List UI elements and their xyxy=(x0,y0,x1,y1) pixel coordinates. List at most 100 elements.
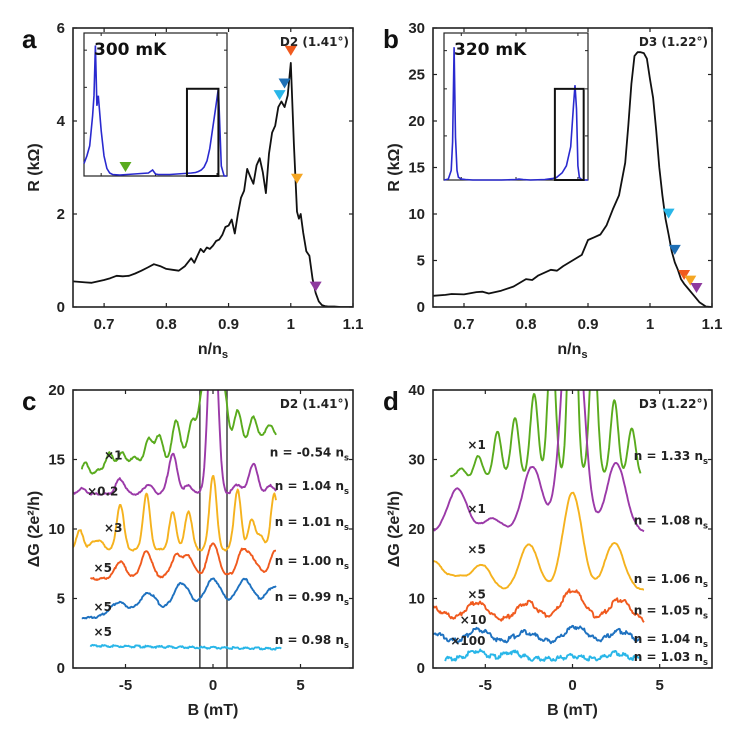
multiplier-label: ×5 xyxy=(94,561,112,575)
plot-area xyxy=(433,390,645,662)
axes-frame xyxy=(72,389,354,669)
marker-triangle xyxy=(684,275,697,286)
multiplier-label: ×5 xyxy=(94,600,112,614)
panel-letter: b xyxy=(383,24,399,54)
x-tick-label: 0.7 xyxy=(94,316,115,333)
inset-marker-triangle xyxy=(119,162,132,172)
trace-annotation: n = 1.01 ns xyxy=(275,515,349,532)
x-tick-label: 0 xyxy=(209,677,217,694)
inset: 320 mK xyxy=(443,32,589,181)
trace-line xyxy=(433,588,645,623)
data-line xyxy=(433,51,712,307)
trace-line xyxy=(444,648,640,662)
trace-annotation: n = 1.08 ns xyxy=(634,514,708,531)
trace-line xyxy=(433,491,645,591)
y-tick-label: 30 xyxy=(408,20,425,37)
marker-triangle xyxy=(668,244,681,255)
trace-line xyxy=(433,624,640,645)
x-tick-label: 0.9 xyxy=(218,316,239,333)
x-tick-label: 0.9 xyxy=(578,316,599,333)
plot-area xyxy=(73,390,282,668)
y-tick-label: 15 xyxy=(408,160,425,177)
y-axis-label: ΔG (2e²/h) xyxy=(26,491,43,567)
trace-line xyxy=(89,542,277,581)
y-tick-label: 20 xyxy=(48,382,65,399)
y-tick-label: 10 xyxy=(48,521,65,538)
y-tick-label: 20 xyxy=(408,113,425,130)
x-tick-label: 0.7 xyxy=(454,316,475,333)
device-label: D2 (1.41°) xyxy=(280,397,349,411)
y-tick-label: 5 xyxy=(417,253,425,270)
device-label: D2 (1.41°) xyxy=(280,35,349,49)
marker-triangle xyxy=(662,208,675,219)
x-tick-label: 0.8 xyxy=(156,316,177,333)
trace-line xyxy=(80,390,277,475)
panel-letter: c xyxy=(22,386,36,416)
inset-zoom-box xyxy=(185,87,220,177)
panel-a: a 0.7 0.8 0.9 1 1.1 0 2 4 6 n/ns R (kΩ) D2 (1.41°) 30… xyxy=(22,20,363,361)
inset-temperature-label: 320 mK xyxy=(454,40,527,60)
x-tick-label: 5 xyxy=(296,677,304,694)
y-tick-label: 30 xyxy=(408,452,425,469)
trace-annotation: n = 1.04 ns xyxy=(275,479,349,496)
panel-b: b 0.7 0.8 0.9 1 1.1 0 5 10 15 20 25 30 n/ns R (kΩ) D3 (… xyxy=(383,20,722,361)
y-tick-label: 2 xyxy=(57,206,65,223)
trace-line xyxy=(81,577,277,620)
y-tick-label: 6 xyxy=(57,20,65,37)
x-axis-label: n/ns xyxy=(198,341,228,361)
trace-line xyxy=(433,390,645,533)
marker-triangle xyxy=(309,281,322,292)
marker-triangle xyxy=(678,270,691,281)
y-tick-label: 10 xyxy=(408,206,425,223)
x-tick-label: 0.8 xyxy=(516,316,537,333)
trace-annotation: n = 1.06 ns xyxy=(634,572,708,589)
trace-annotation: n = -0.54 ns xyxy=(270,446,349,463)
trace-line xyxy=(73,390,277,496)
y-tick-label: 5 xyxy=(57,591,65,608)
axes-frame xyxy=(432,27,713,308)
plot-area xyxy=(73,62,353,307)
y-tick-label: 15 xyxy=(48,452,65,469)
panel-letter: a xyxy=(22,24,37,54)
trace-annotation: n = 1.33 ns xyxy=(634,449,708,466)
multiplier-label: ×1 xyxy=(467,438,485,452)
inset-frame xyxy=(443,32,589,181)
x-tick-label: 5 xyxy=(656,677,664,694)
marker-triangle xyxy=(291,173,303,184)
y-tick-label: 0 xyxy=(417,299,425,316)
marker-triangle xyxy=(284,45,297,56)
y-tick-label: 0 xyxy=(57,299,65,316)
plot-area xyxy=(433,51,712,307)
trace-line xyxy=(73,475,277,552)
y-tick-label: 10 xyxy=(408,591,425,608)
multiplier-label: ×10 xyxy=(460,613,487,627)
marker-triangle xyxy=(273,90,286,101)
y-tick-label: 25 xyxy=(408,67,425,84)
y-axis-label: R (kΩ) xyxy=(386,143,403,191)
trace-annotation: n = 1.05 ns xyxy=(634,603,708,620)
multiplier-label: ×0.2 xyxy=(87,485,118,499)
axes-frame xyxy=(432,389,713,669)
x-tick-label: -5 xyxy=(479,677,492,694)
panel-d: d -5 0 5 0 10 20 30 40 B (mT) ΔG (2e²/h) D3 (1.22°)… xyxy=(383,382,713,719)
y-axis-label: R (kΩ) xyxy=(26,143,43,191)
x-axis-label: n/ns xyxy=(557,341,587,361)
trace-line xyxy=(89,643,282,651)
trace-annotation: n = 1.00 ns xyxy=(275,554,349,571)
trace-annotation: n = 1.03 ns xyxy=(634,650,708,667)
inset-zoom-box xyxy=(553,87,585,181)
inset-line xyxy=(443,47,588,181)
trace-annotation: n = 0.99 ns xyxy=(275,590,349,607)
y-tick-label: 20 xyxy=(408,521,425,538)
trace-annotation: n = 0.98 ns xyxy=(275,633,349,650)
axes-frame xyxy=(72,27,354,308)
data-line xyxy=(73,62,353,307)
x-tick-label: -5 xyxy=(119,677,132,694)
multiplier-label: ×5 xyxy=(94,625,112,639)
multiplier-label: ×5 xyxy=(467,588,485,602)
x-tick-label: 1 xyxy=(287,316,295,333)
panel-c: c -5 0 5 0 5 10 15 20 B (mT) ΔG (2e²/h) D2 (1.41°) n… xyxy=(22,382,354,719)
trace-annotation: n = 1.04 ns xyxy=(634,632,708,649)
x-axis-label: B (mT) xyxy=(547,702,598,719)
